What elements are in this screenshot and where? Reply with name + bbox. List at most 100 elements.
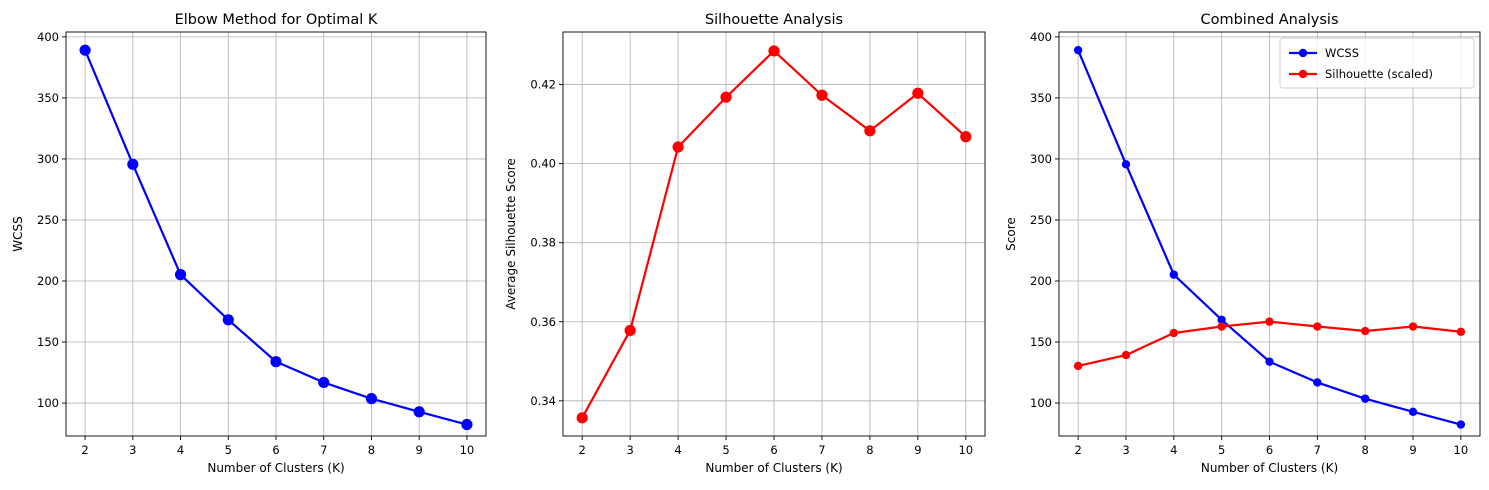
data-point <box>1073 45 1083 55</box>
y-tick-label: 0.36 <box>530 315 556 329</box>
data-point <box>1121 160 1131 169</box>
y-tick-label: 150 <box>1030 335 1052 349</box>
legend-marker <box>1298 48 1308 58</box>
x-tick-label: 2 <box>579 443 586 457</box>
y-tick-label: 350 <box>1030 91 1052 105</box>
x-axis-label: Number of Clusters (K) <box>207 461 344 475</box>
data-point <box>1456 420 1466 429</box>
y-tick-label: 200 <box>37 274 59 288</box>
x-tick-label: 7 <box>320 443 327 457</box>
y-tick-label: 150 <box>37 335 59 349</box>
data-point <box>768 45 780 57</box>
data-point <box>1217 322 1226 331</box>
x-tick-label: 2 <box>81 443 88 457</box>
y-tick-label: 0.38 <box>530 236 556 250</box>
data-point <box>864 125 876 137</box>
x-tick-label: 10 <box>460 443 475 457</box>
data-point <box>461 418 473 431</box>
legend-box <box>1279 37 1475 89</box>
x-tick-label: 7 <box>1314 443 1321 457</box>
y-tick-label: 400 <box>1030 30 1052 44</box>
data-point <box>318 376 330 389</box>
x-tick-label: 6 <box>770 443 777 457</box>
x-tick-label: 8 <box>866 443 873 457</box>
data-point <box>1456 327 1466 336</box>
data-point <box>1121 350 1131 360</box>
data-point <box>816 89 828 101</box>
y-tick-label: 0.34 <box>530 394 556 408</box>
x-tick-label: 5 <box>1218 443 1225 457</box>
legend-marker <box>1298 69 1308 79</box>
x-tick-label: 3 <box>1122 443 1129 457</box>
y-tick-label: 350 <box>37 91 59 105</box>
y-tick-label: 200 <box>1030 274 1052 288</box>
x-tick-label: 9 <box>416 443 423 457</box>
data-point <box>174 269 187 281</box>
data-point <box>1313 322 1322 331</box>
y-axis-label: Score <box>1004 217 1018 251</box>
y-tick-label: 300 <box>1030 152 1052 166</box>
data-point <box>1408 407 1418 417</box>
data-point <box>624 324 636 337</box>
x-tick-label: 8 <box>1362 443 1369 457</box>
legend-label: Silhouette (scaled) <box>1325 67 1433 81</box>
data-point <box>912 87 924 99</box>
y-tick-label: 300 <box>37 152 59 166</box>
x-tick-label: 6 <box>272 443 279 457</box>
data-point <box>270 356 282 368</box>
y-tick-label: 400 <box>37 30 59 44</box>
data-point <box>672 141 684 153</box>
x-tick-label: 8 <box>368 443 375 457</box>
x-tick-label: 4 <box>674 443 681 457</box>
data-point <box>1360 394 1370 403</box>
x-tick-label: 10 <box>1454 443 1469 457</box>
data-point <box>1073 361 1083 371</box>
data-point <box>1169 270 1179 279</box>
data-point <box>79 44 91 56</box>
x-tick-label: 6 <box>1266 443 1273 457</box>
y-axis-label: Average Silhouette Score <box>504 158 518 310</box>
data-point <box>1265 317 1274 326</box>
legend-label: WCSS <box>1325 46 1359 60</box>
y-tick-label: 100 <box>1030 396 1052 410</box>
y-tick-label: 0.40 <box>530 157 556 171</box>
x-tick-label: 5 <box>722 443 729 457</box>
chart-title: Elbow Method for Optimal K <box>175 12 378 28</box>
x-tick-label: 5 <box>225 443 232 457</box>
data-point <box>222 314 234 326</box>
data-point <box>720 91 732 103</box>
x-tick-label: 3 <box>626 443 633 457</box>
y-tick-label: 250 <box>37 213 59 227</box>
data-point <box>1217 315 1226 325</box>
x-tick-label: 7 <box>818 443 825 457</box>
data-point <box>960 131 972 143</box>
chart-panel-3: 2 3 4 5 6 7 8 9 10 100 150 200 250 300 350 400 Combined … <box>1004 12 1481 475</box>
x-tick-label: 4 <box>177 443 184 457</box>
data-point <box>365 393 378 405</box>
data-point <box>1265 357 1274 366</box>
x-axis-label: Number of Clusters (K) <box>705 461 842 475</box>
chart-title: Silhouette Analysis <box>705 12 843 28</box>
data-point <box>1169 328 1179 338</box>
x-tick-label: 3 <box>129 443 136 457</box>
x-tick-label: 2 <box>1074 443 1081 457</box>
chart-panel-1: 2 3 4 5 6 7 8 9 10 100 150 200 250 300 350 400 Elbow Met… <box>11 12 487 475</box>
y-axis-label: WCSS <box>11 216 25 251</box>
y-tick-label: 0.42 <box>530 78 556 92</box>
legend: WCSS Silhouette (scaled) <box>1279 37 1475 89</box>
data-point <box>413 406 425 418</box>
chart-panel-2: 2 3 4 5 6 7 8 9 10 0.34 0.36 0.38 0.40 0.42 Silhouette… <box>504 12 986 475</box>
x-tick-label: 9 <box>1409 443 1416 457</box>
data-point <box>1408 322 1418 331</box>
y-tick-label: 250 <box>1030 213 1052 227</box>
chart-title: Combined Analysis <box>1200 12 1338 28</box>
x-tick-label: 9 <box>914 443 921 457</box>
x-axis-label: Number of Clusters (K) <box>1201 461 1338 475</box>
x-tick-label: 10 <box>958 443 973 457</box>
x-tick-label: 4 <box>1170 443 1177 457</box>
data-point <box>576 412 588 424</box>
data-point <box>1360 326 1370 336</box>
y-tick-label: 100 <box>37 396 59 410</box>
data-point <box>1313 378 1322 387</box>
